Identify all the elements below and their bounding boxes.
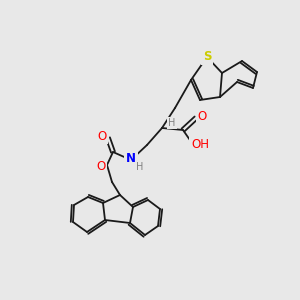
Text: OH: OH <box>191 139 209 152</box>
Text: H: H <box>136 162 144 172</box>
Text: S: S <box>203 50 211 64</box>
Text: N: N <box>126 152 136 166</box>
Text: O: O <box>96 160 106 173</box>
Text: O: O <box>197 110 207 122</box>
Text: O: O <box>98 130 106 142</box>
Text: H: H <box>168 118 176 128</box>
